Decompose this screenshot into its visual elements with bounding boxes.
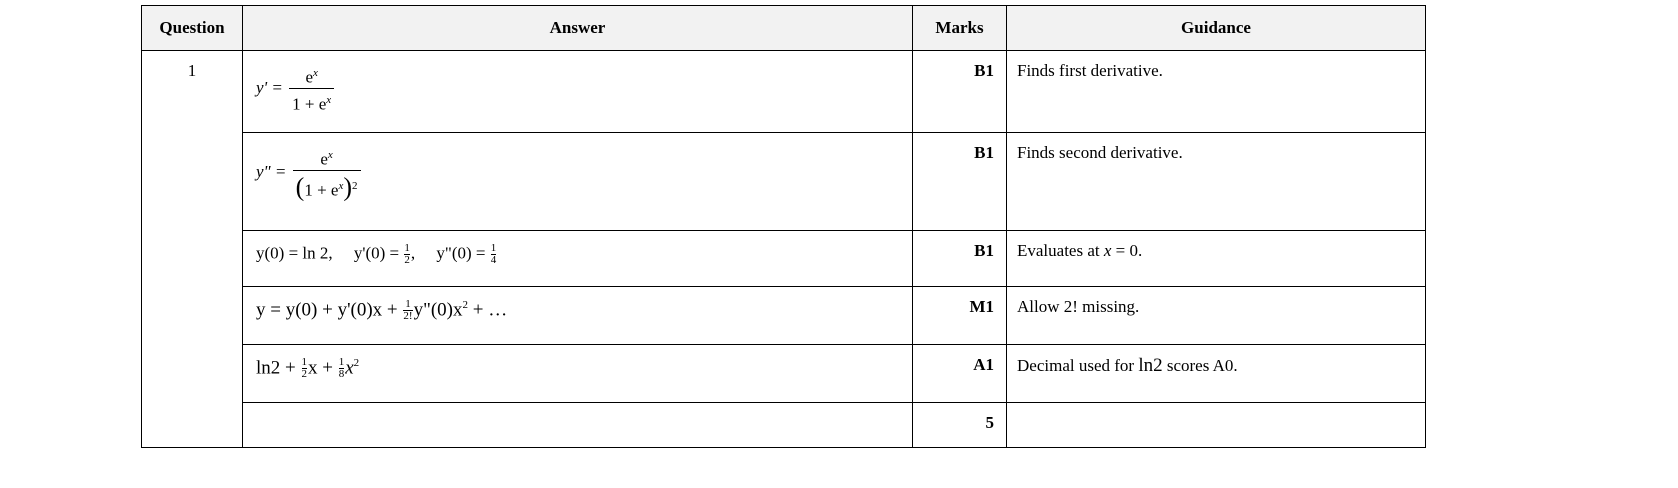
math-text: ln2 <box>1138 355 1163 376</box>
math-text: x + <box>308 357 333 379</box>
exponent: 2 <box>353 357 360 369</box>
exponent: x <box>326 93 332 106</box>
table-row: y = y(0) + y'(0)x + 1 2! y"(0)x2 + … M1 Al… <box>142 286 1426 345</box>
guidance-cell: Evaluates at x = 0. <box>1006 230 1426 287</box>
guidance-cell: Finds second derivative. <box>1006 132 1426 231</box>
guidance-cell: Finds first derivative. <box>1006 50 1426 133</box>
mark-scheme-table: Question Answer Marks Guidance 1 y' = ex… <box>141 5 1426 448</box>
table-row: y" = ex (1 + ex)2 B1 Finds second deriva… <box>142 132 1426 231</box>
math-lhs: y' = <box>256 78 283 98</box>
denominator: 4 <box>490 254 497 266</box>
exponent: 2 <box>462 299 468 311</box>
guidance-cell <box>1006 402 1426 448</box>
guidance-cell: Allow 2! missing. <box>1006 286 1426 345</box>
guidance-text: Evaluates at <box>1017 241 1104 260</box>
paren: ( <box>295 172 305 202</box>
header-answer: Answer <box>242 5 913 51</box>
math-text: y'(0) = <box>353 243 400 263</box>
marks-cell: A1 <box>912 344 1007 403</box>
math-text: ln2 + <box>256 357 296 379</box>
fraction: ex 1 + ex <box>289 63 335 115</box>
numerator: 1 <box>301 356 308 369</box>
answer-cell: y = y(0) + y'(0)x + 1 2! y"(0)x2 + … <box>242 286 913 345</box>
marks-cell: M1 <box>912 286 1007 345</box>
numerator: 1 <box>405 298 411 311</box>
fraction: ex (1 + ex)2 <box>292 145 361 202</box>
table-row: 1 y' = ex 1 + ex B1 Finds first derivati… <box>141 50 1426 448</box>
math-text: y(0) = ln 2, <box>256 243 333 263</box>
math-var: x <box>345 357 354 379</box>
fraction: 1 2! <box>403 298 413 323</box>
denominator: 1 + e <box>304 180 339 200</box>
exponent: 2 <box>352 179 358 192</box>
math-lhs: y" = <box>256 162 287 182</box>
denominator: 8 <box>338 368 345 381</box>
denominator: 2 <box>301 368 307 381</box>
header-row: Question Answer Marks Guidance <box>141 5 1426 51</box>
guidance-cell: Decimal used for ln2 scores A0. <box>1006 344 1426 403</box>
math-text: , <box>410 243 416 263</box>
total-marks: 5 <box>912 402 1007 448</box>
answer-cell: y" = ex (1 + ex)2 <box>242 132 913 231</box>
guidance-text: scores A0. <box>1162 356 1238 375</box>
numerator: 1 <box>404 242 410 254</box>
numerator: 1 <box>338 356 345 369</box>
exponent: x <box>338 179 344 192</box>
denominator: 2! <box>403 310 413 323</box>
numerator: 1 <box>490 242 497 254</box>
math-text: y"(0)x <box>413 299 463 321</box>
header-question: Question <box>141 5 243 51</box>
math-var: x <box>1103 241 1112 260</box>
numerator: e <box>305 67 313 87</box>
math-text: y = y(0) + y'(0)x + <box>256 299 398 321</box>
exponent: x <box>313 67 318 79</box>
denominator: 2 <box>404 254 410 266</box>
math-text: + … <box>467 299 508 321</box>
marks-cell: B1 <box>912 230 1007 287</box>
guidance-text: = 0. <box>1111 241 1143 260</box>
question-number: 1 <box>141 50 243 448</box>
marks-cell: B1 <box>912 132 1007 231</box>
total-row: 5 <box>142 402 1426 448</box>
numerator: e <box>320 149 328 169</box>
answer-cell <box>242 402 913 448</box>
denominator: 1 + e <box>292 94 327 114</box>
paren: ) <box>343 172 353 202</box>
answer-cell: y' = ex 1 + ex <box>242 50 913 133</box>
math-text: y"(0) = <box>436 243 486 263</box>
header-guidance: Guidance <box>1006 5 1426 51</box>
marks-cell: B1 <box>912 50 1007 133</box>
header-marks: Marks <box>912 5 1007 51</box>
guidance-text: Decimal used for <box>1017 356 1139 375</box>
exponent: x <box>327 149 333 161</box>
